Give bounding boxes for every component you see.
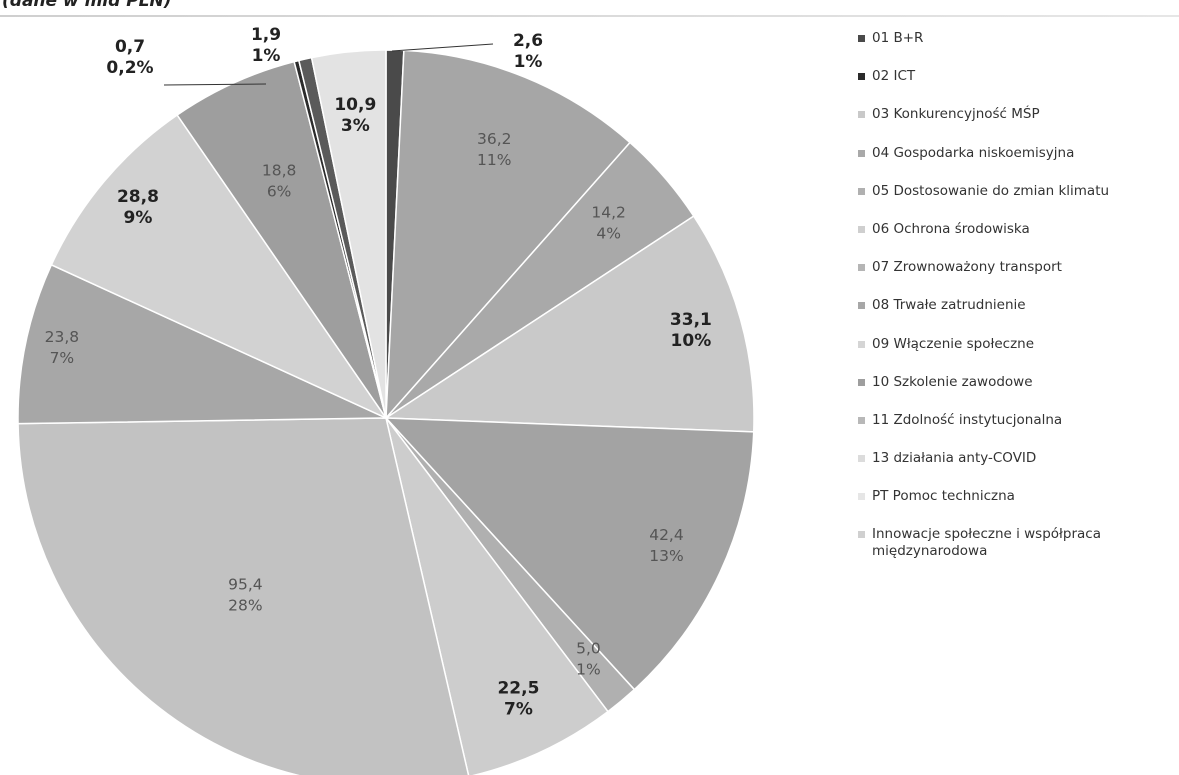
- slice-percent-label-10: 9%: [124, 208, 153, 228]
- legend-swatch: [858, 302, 865, 310]
- legend-item-9: 09 Włączenie społeczne: [852, 336, 1172, 374]
- slice-value-label-4: 33,1: [670, 310, 712, 330]
- legend-item-13: PT Pomoc techniczna: [852, 488, 1172, 526]
- legend-item-5: 05 Dostosowanie do zmian klimatu: [852, 183, 1172, 221]
- legend-label: 08 Trwałe zatrudnienie: [872, 297, 1026, 314]
- slice-value-label-12: 0,7: [115, 37, 145, 57]
- legend-swatch: [858, 225, 865, 233]
- legend-label: 01 B+R: [872, 30, 924, 46]
- legend-swatch: [858, 35, 865, 42]
- legend-swatch: [858, 340, 865, 348]
- legend-label: 11 Zdolność instytucjonalna: [872, 411, 1063, 428]
- chart-legend: 01 B+R 02 ICT 03 Konkurencyjność MŚP 04 Gos…: [852, 30, 1172, 576]
- slice-value-label-11: 18,8: [262, 162, 297, 180]
- pie-slice-4: [383, 215, 755, 433]
- legend-label: 06 Ochrona środowiska: [872, 220, 1030, 237]
- legend-item-4: 04 Gospodarka niskoemisyjna: [852, 145, 1172, 183]
- legend-item-3: 03 Konkurencyjność MŚP: [852, 106, 1172, 144]
- legend-label: Innowacje społeczne i współpraca międzyn…: [872, 526, 1101, 560]
- slice-percent-label-5: 13%: [649, 547, 683, 565]
- slice-percent-label-8: 28%: [228, 597, 262, 615]
- slice-percent-label-14: 3%: [341, 116, 370, 136]
- slice-value-label-9: 23,8: [45, 328, 80, 346]
- legend-swatch: [858, 531, 865, 539]
- slice-percent-label-11: 6%: [267, 183, 292, 201]
- pie-slice-2: [385, 49, 632, 421]
- slice-percent-label-4: 10%: [671, 331, 712, 351]
- slice-value-label-7: 22,5: [497, 678, 539, 698]
- legend-item-14: Innowacje społeczne i współpraca międzyn…: [852, 526, 1172, 576]
- legend-item-1: 01 B+R: [852, 30, 1172, 68]
- pie-slice-7: [385, 417, 609, 775]
- pie-slice-10: [50, 113, 389, 420]
- legend-swatch: [858, 149, 865, 157]
- pie-slice-11: [176, 60, 387, 419]
- chart-caption: (dane w mld PLN): [2, 0, 172, 11]
- legend-label: 09 Włączenie społeczne: [872, 335, 1035, 352]
- pie-slice-14: [310, 49, 387, 419]
- slice-percent-label-1: 1%: [514, 52, 543, 72]
- slice-value-label-6: 5,0: [576, 639, 601, 657]
- pie-chart: 2,61%36,211%14,24%33,110%42,413%5,01%22,…: [17, 25, 755, 775]
- slice-percent-label-6: 1%: [576, 660, 601, 678]
- slice-percent-label-12: 0,2%: [106, 58, 153, 78]
- legend-label: 02 ICT: [872, 68, 916, 85]
- slice-percent-label-3: 4%: [596, 224, 621, 242]
- legend-swatch: [858, 73, 865, 81]
- legend-label: 13 działania anty-COVID: [872, 450, 1037, 467]
- legend-label: 07 Zrownoważony transport: [872, 259, 1062, 276]
- leader-line-12: [163, 83, 267, 86]
- legend-item-6: 06 Ochrona środowiska: [852, 221, 1172, 259]
- pie-slice-5: [384, 417, 755, 691]
- top-rule: [0, 15, 1179, 17]
- legend-item-2: 02 ICT: [852, 68, 1172, 106]
- legend-label: 10 Szkolenie zawodowe: [872, 373, 1033, 390]
- legend-label: 04 Gospodarka niskoemisyjna: [872, 144, 1075, 161]
- legend-item-8: 08 Trwałe zatrudnienie: [852, 297, 1172, 335]
- legend-swatch: [858, 111, 865, 119]
- slice-value-label-1: 2,6: [513, 31, 543, 51]
- legend-swatch: [858, 378, 865, 386]
- legend-item-12: 13 działania anty-COVID: [852, 450, 1172, 488]
- leader-line-1: [391, 43, 494, 52]
- slice-value-label-10: 28,8: [117, 187, 159, 207]
- slice-value-label-2: 36,2: [477, 130, 512, 148]
- legend-swatch: [858, 187, 865, 195]
- legend-item-11: 11 Zdolność instytucjonalna: [852, 412, 1172, 450]
- legend-item-10: 10 Szkolenie zawodowe: [852, 374, 1172, 412]
- legend-swatch: [858, 455, 865, 463]
- legend-label: 05 Dostosowanie do zmian klimatu: [872, 182, 1110, 199]
- slice-value-label-3: 14,2: [591, 203, 626, 221]
- legend-label: 03 Konkurencyjność MŚP: [872, 106, 1040, 123]
- slice-percent-label-2: 11%: [477, 151, 511, 169]
- slice-percent-label-7: 7%: [504, 699, 533, 719]
- legend-swatch: [858, 493, 865, 501]
- slice-value-label-14: 10,9: [334, 95, 376, 115]
- legend-swatch: [858, 416, 865, 424]
- slice-value-label-13: 1,9: [251, 25, 281, 45]
- slice-percent-label-13: 1%: [252, 46, 281, 66]
- slice-value-label-5: 42,4: [649, 526, 684, 544]
- legend-item-7: 07 Zrownoważony transport: [852, 259, 1172, 297]
- pie-slice-8: [17, 417, 470, 775]
- slice-percent-label-9: 7%: [50, 349, 75, 367]
- pie-slice-9: [17, 263, 387, 425]
- legend-swatch: [858, 264, 865, 272]
- slice-value-label-8: 95,4: [228, 576, 263, 594]
- legend-label: PT Pomoc techniczna: [872, 488, 1015, 505]
